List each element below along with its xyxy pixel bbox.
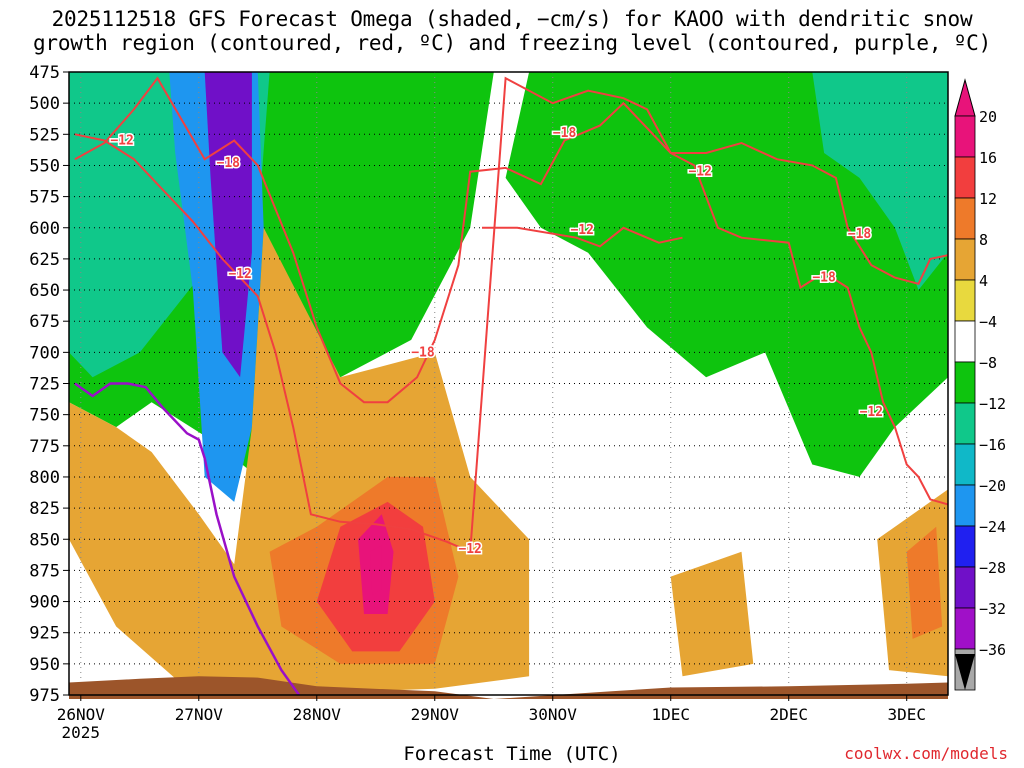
contour-label: −18 xyxy=(411,345,435,360)
shade-gold-dec3 xyxy=(906,526,943,639)
colorbar-swatch xyxy=(954,156,976,199)
colorbar-label: 12 xyxy=(979,190,997,208)
colorbar-swatch xyxy=(954,361,976,404)
x-year-label: 2025 xyxy=(62,723,101,742)
y-tick-label: 525 xyxy=(29,125,60,145)
shade-purple-core xyxy=(204,72,252,378)
colorbar-label: −20 xyxy=(979,477,1006,495)
colorbar-label: −28 xyxy=(979,559,1006,577)
credit-link[interactable]: coolwx.com/models xyxy=(844,744,1008,763)
y-tick-label: 725 xyxy=(29,375,60,395)
y-tick-label: 600 xyxy=(29,219,60,239)
contour-label: −18 xyxy=(217,156,241,171)
colorbar-swatch xyxy=(954,115,976,158)
colorbar-swatch xyxy=(954,238,976,281)
y-tick-label: 900 xyxy=(29,593,60,613)
contour-label: −12 xyxy=(688,165,711,180)
y-tick-label: 700 xyxy=(29,343,60,363)
shade-cyan-upper-right xyxy=(812,72,948,290)
colorbar-swatch xyxy=(954,443,976,486)
colorbar-swatch xyxy=(954,484,976,527)
colorbar-label: −4 xyxy=(979,313,997,331)
y-tick-label: 775 xyxy=(29,437,60,457)
y-tick-label: 625 xyxy=(29,250,60,270)
colorbar-swatch xyxy=(954,197,976,240)
y-tick-label: 650 xyxy=(29,281,60,301)
x-tick-label: 29NOV xyxy=(411,705,460,724)
minus18-contour xyxy=(74,76,949,404)
colorbar-label: 4 xyxy=(979,272,988,290)
colorbar-label: 20 xyxy=(979,108,997,126)
shade-yellow-dec1 xyxy=(670,551,754,677)
contour-label: −12 xyxy=(110,134,133,149)
y-tick-label: 850 xyxy=(29,530,60,550)
terrain-surface xyxy=(69,676,948,699)
y-tick-label: 950 xyxy=(29,655,60,675)
x-tick-label: 2DEC xyxy=(769,705,808,724)
y-tick-label: 975 xyxy=(29,686,60,706)
colorbar-label: −12 xyxy=(979,395,1006,413)
chart-title-line2: growth region (contoured, red, ºC) and f… xyxy=(32,31,992,55)
colorbar-label: 8 xyxy=(979,231,988,249)
y-tick-label: 500 xyxy=(29,94,60,114)
x-tick-label: 28NOV xyxy=(293,705,342,724)
colorbar-swatch xyxy=(954,525,976,568)
contour-label: −18 xyxy=(812,271,836,286)
colorbar-label: 16 xyxy=(979,149,997,167)
contour-label: −12 xyxy=(228,267,251,282)
y-tick-label: 925 xyxy=(29,624,60,644)
shade-green-right xyxy=(505,72,948,477)
colorbar-label: −36 xyxy=(979,641,1006,659)
x-tick-label: 3DEC xyxy=(887,705,926,724)
colorbar-label: −24 xyxy=(979,518,1006,536)
freezing-level-contour xyxy=(74,382,301,696)
colorbar-arrow-top xyxy=(954,78,976,117)
x-axis-title: Forecast Time (UTC) xyxy=(403,743,621,765)
y-tick-label: 475 xyxy=(29,63,60,83)
colorbar-label: −32 xyxy=(979,600,1006,618)
colorbar-swatch xyxy=(954,279,976,322)
colorbar-swatch xyxy=(954,607,976,650)
x-tick-label: 1DEC xyxy=(651,705,690,724)
colorbar-label: −16 xyxy=(979,436,1006,454)
y-tick-label: 550 xyxy=(29,156,60,176)
y-tick-label: 750 xyxy=(29,406,60,426)
x-tick-label: 26NOV xyxy=(57,705,106,724)
contour-label: −12 xyxy=(458,542,481,557)
colorbar-label: −8 xyxy=(979,354,997,372)
x-tick-label: 27NOV xyxy=(175,705,224,724)
y-tick-label: 875 xyxy=(29,561,60,581)
chart-title-line1: 2025112518 GFS Forecast Omega (shaded, −… xyxy=(51,7,973,31)
y-tick-label: 575 xyxy=(29,188,60,208)
contour-label: −18 xyxy=(848,227,872,242)
colorbar-swatch xyxy=(954,402,976,445)
colorbar-swatch xyxy=(954,320,976,363)
x-tick-label: 30NOV xyxy=(529,705,578,724)
colorbar-swatch xyxy=(954,566,976,609)
contour-label: −18 xyxy=(553,126,577,141)
minus12-contour xyxy=(74,76,949,554)
y-tick-label: 800 xyxy=(29,468,60,488)
shade-pink-max xyxy=(369,545,382,596)
contour-label: −12 xyxy=(570,223,593,238)
colorbar-arrow-bottom xyxy=(955,654,975,690)
y-tick-label: 675 xyxy=(29,312,60,332)
contour-label: −12 xyxy=(860,405,883,420)
minus12-loop-contour xyxy=(482,226,683,248)
y-tick-label: 825 xyxy=(29,499,60,519)
